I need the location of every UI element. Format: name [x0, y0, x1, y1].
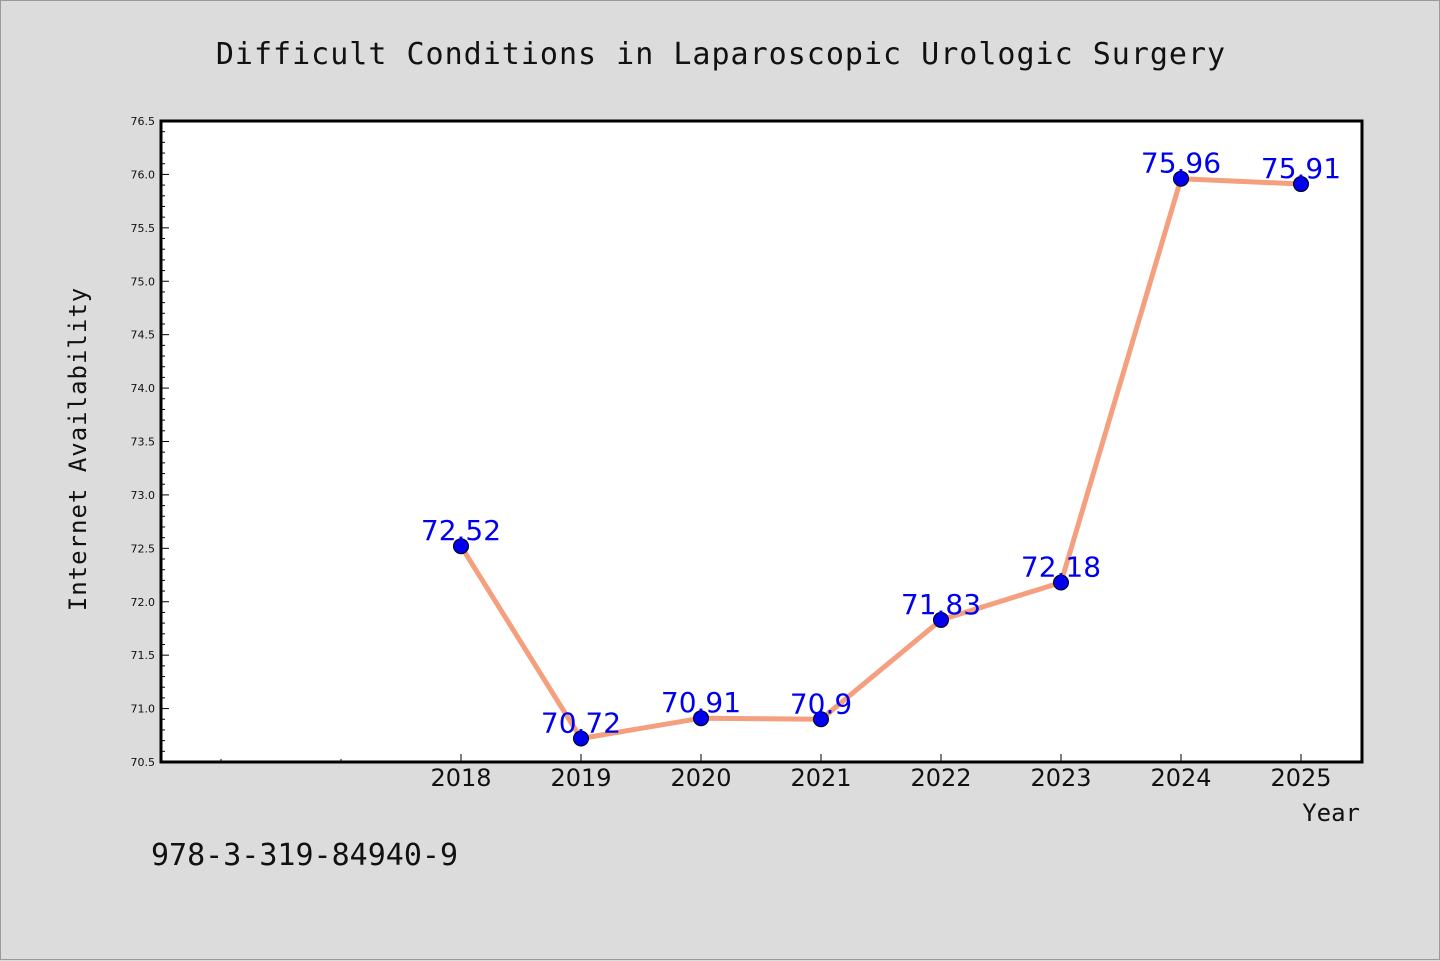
x-tick-label: 2023 [1030, 764, 1091, 792]
chart-title: Difficult Conditions in Laparoscopic Uro… [216, 37, 1226, 72]
y-tick-label: 70.5 [131, 756, 156, 769]
x-tick-label: 2018 [430, 764, 491, 792]
data-label: 70.91 [661, 686, 741, 719]
data-label: 70.72 [541, 706, 621, 739]
y-tick-label: 76.0 [131, 168, 156, 181]
data-label: 70.9 [790, 687, 852, 720]
y-tick-label: 71.0 [131, 703, 156, 716]
y-tick-label: 75.0 [131, 275, 156, 288]
data-label: 71.83 [901, 588, 981, 621]
isbn-footer: 978-3-319-84940-9 [151, 838, 458, 873]
y-tick-label: 76.5 [131, 115, 156, 128]
y-tick-label: 72.0 [131, 596, 156, 609]
y-axis-label: Internet Availability [64, 287, 92, 611]
y-tick-label: 74.0 [131, 382, 156, 395]
x-tick-label: 2021 [790, 764, 851, 792]
data-label: 75.96 [1141, 147, 1221, 180]
figure-frame: Difficult Conditions in Laparoscopic Uro… [0, 0, 1440, 960]
data-label: 75.91 [1261, 152, 1341, 185]
x-axis-label: Year [1302, 799, 1360, 827]
x-tick-label: 2019 [550, 764, 611, 792]
x-tick-label: 2024 [1150, 764, 1211, 792]
y-tick-label: 74.5 [131, 329, 156, 342]
data-label: 72.52 [421, 514, 501, 547]
plot-area [161, 121, 1362, 762]
line-chart: Difficult Conditions in Laparoscopic Uro… [1, 1, 1440, 961]
y-tick-label: 72.5 [131, 542, 156, 555]
y-tick-label: 75.5 [131, 222, 156, 235]
y-tick-label: 71.5 [131, 649, 156, 662]
data-label: 72.18 [1021, 551, 1101, 584]
x-tick-label: 2025 [1270, 764, 1331, 792]
x-tick-label: 2022 [910, 764, 971, 792]
y-tick-label: 73.5 [131, 436, 156, 449]
y-tick-label: 73.0 [131, 489, 156, 502]
x-tick-label: 2020 [670, 764, 731, 792]
